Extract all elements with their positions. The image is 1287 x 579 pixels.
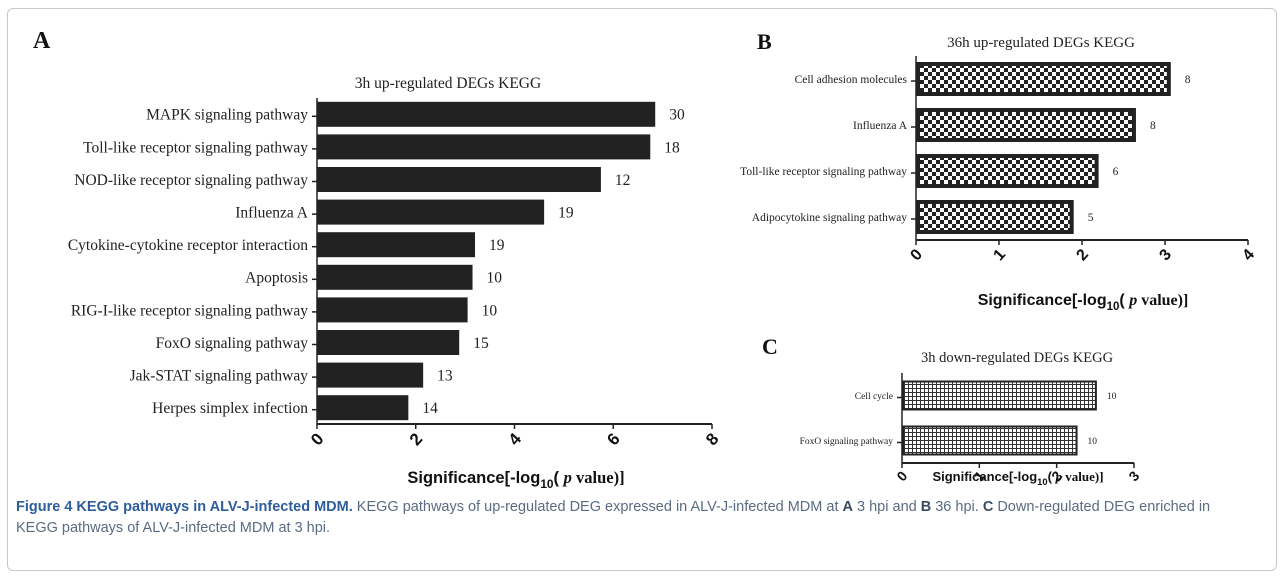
bar [317,330,460,355]
x-tick-label: 8 [702,429,722,449]
panel-c-chart: C 3h down-regulated DEGs KEGG Cell cycle 10… [762,334,1143,487]
bar [916,108,1136,142]
category-label: RIG-I-like receptor signaling pathway [71,302,308,319]
x-tick-label: 0 [893,468,910,485]
data-label: 19 [558,205,574,222]
x-tick-label: 4 [1240,246,1259,264]
caption-title: Figure 4 KEGG pathways in ALV-J-infected… [16,499,353,515]
x-tick-label: 0 [908,246,927,264]
bar [317,101,656,127]
category-label: Adipocytokine signaling pathway [752,212,907,224]
x-tick-label: 4 [505,429,526,449]
category-label: Influenza A [853,120,908,132]
caption-text-1: KEGG pathways of up-regulated DEG expres… [352,499,843,515]
bar [317,362,424,388]
category-label: Apoptosis [245,270,308,287]
bar [916,62,1171,96]
x-tick-label: 0 [307,429,327,449]
x-axis-label: Significance[-log10( p value)] [932,469,1103,487]
category-label: Toll-like receptor signaling pathway [740,166,907,178]
panel-b-chart: B 36h up-regulated DEGs KEGG Cell adhesion… [740,29,1258,313]
data-label: 19 [489,237,505,254]
caption-text-3: 36 hpi. [931,499,983,515]
caption-ref-a: A [842,499,853,515]
bar [317,232,475,258]
panel-letter: A [33,28,51,54]
data-label: 5 [1088,212,1094,224]
data-label: 18 [664,139,680,156]
category-label: NOD-like receptor signaling pathway [74,172,308,189]
x-tick-label: 1 [991,246,1010,264]
category-label: Influenza A [235,205,309,222]
category-label: FoxO signaling pathway [156,335,309,352]
data-label: 30 [669,107,685,124]
caption-ref-c: C [982,499,994,515]
bar [317,297,468,323]
category-label: FoxO signaling pathway [800,437,894,447]
bar [902,380,1097,411]
bar [317,199,545,225]
data-label: 13 [437,368,453,385]
data-label: 10 [1107,392,1117,402]
category-label: Cell adhesion molecules [795,74,908,86]
x-tick-label: 2 [1074,246,1093,264]
data-label: 10 [487,270,503,287]
caption-ref-b: B [920,499,932,515]
x-tick-label: 3 [1157,246,1176,264]
category-label: Jak-STAT signaling pathway [130,368,309,385]
data-label: 14 [422,400,438,417]
panel-a-chart: A 3h up-regulated DEGs KEGG MAPK signaling… [33,28,723,491]
category-label: Cytokine-cytokine receptor interaction [68,237,308,254]
bar [317,395,409,421]
bar [317,167,601,192]
data-label: 10 [1088,437,1098,447]
category-label: MAPK signaling pathway [146,107,308,124]
bar [317,264,473,290]
category-label: Toll-like receptor signaling pathway [83,139,308,156]
panel-letter: B [757,29,772,54]
data-label: 6 [1113,166,1119,178]
data-label: 8 [1185,74,1191,86]
data-label: 10 [482,302,498,319]
x-tick-label: 3 [1125,468,1142,485]
caption-text-2: 3 hpi and [853,499,921,515]
bar [902,425,1078,456]
data-label: 8 [1150,120,1156,132]
x-tick-label: 2 [406,429,426,449]
figure-caption: Figure 4 KEGG pathways in ALV-J-infected… [16,497,1256,539]
chart-title: 3h up-regulated DEGs KEGG [355,75,541,92]
data-label: 15 [473,335,489,352]
x-axis-label: Significance[-log10( p value)] [978,292,1189,313]
x-tick-label: 6 [603,429,623,449]
bar [916,154,1099,188]
data-label: 12 [615,172,631,189]
panel-letter: C [762,334,778,359]
bar [317,134,651,160]
caption-text-4: Down-regulated DEG enriched in KEGG path… [16,499,1211,536]
category-label: Herpes simplex infection [152,400,308,417]
bar [916,200,1074,234]
chart-title: 3h down-regulated DEGs KEGG [921,350,1114,366]
chart-title: 36h up-regulated DEGs KEGG [947,35,1135,51]
x-axis-label: Significance[-log10( p value)] [407,468,624,491]
category-label: Cell cycle [855,392,893,402]
